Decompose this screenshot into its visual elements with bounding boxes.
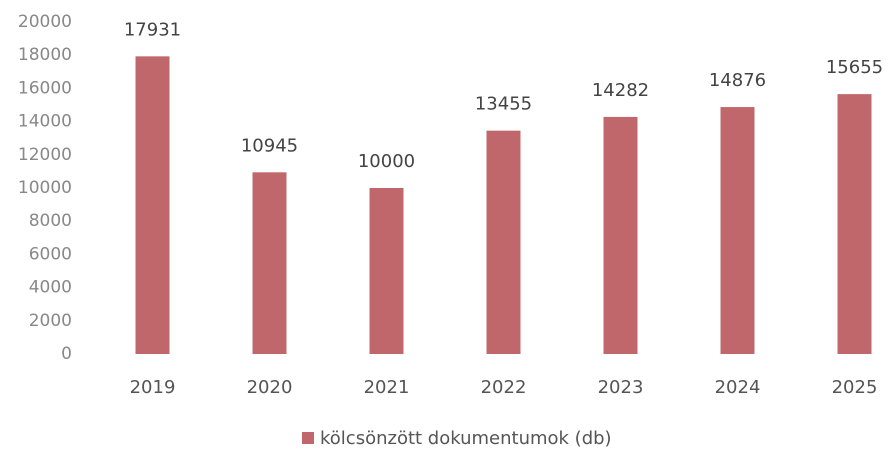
y-tick-label: 12000	[18, 145, 72, 165]
data-label: 14282	[592, 80, 649, 101]
x-tick-label: 2020	[247, 377, 293, 398]
y-tick-label: 10000	[18, 178, 72, 198]
x-tick-label: 2023	[598, 377, 644, 398]
legend-swatch	[302, 432, 314, 444]
bar	[603, 116, 638, 355]
data-label: 14876	[709, 70, 766, 91]
x-tick-label: 2019	[130, 377, 176, 398]
bar	[369, 188, 404, 354]
y-tick-label: 0	[61, 344, 72, 364]
x-tick-label: 2021	[364, 377, 410, 398]
x-tick-label: 2022	[481, 377, 527, 398]
data-label: 10000	[358, 151, 415, 172]
bar	[135, 56, 170, 355]
data-label: 17931	[124, 19, 181, 40]
data-label: 15655	[826, 57, 883, 78]
y-tick-label: 14000	[18, 112, 72, 132]
x-tick-label: 2025	[832, 377, 878, 398]
bar	[720, 107, 755, 354]
y-tick-label: 8000	[29, 211, 72, 231]
y-tick-label: 20000	[18, 12, 72, 32]
legend-label: kölcsönzött dokumentumok (db)	[320, 428, 612, 449]
y-tick-label: 6000	[29, 244, 72, 264]
data-label: 10945	[241, 135, 298, 156]
bar	[837, 94, 872, 354]
y-tick-label: 16000	[18, 78, 72, 98]
y-tick-label: 2000	[29, 311, 72, 331]
data-label: 13455	[475, 94, 532, 115]
x-tick-label: 2024	[715, 377, 761, 398]
bar	[252, 172, 287, 354]
bar	[486, 130, 521, 354]
y-tick-label: 18000	[18, 45, 72, 65]
y-tick-label: 4000	[29, 278, 72, 298]
